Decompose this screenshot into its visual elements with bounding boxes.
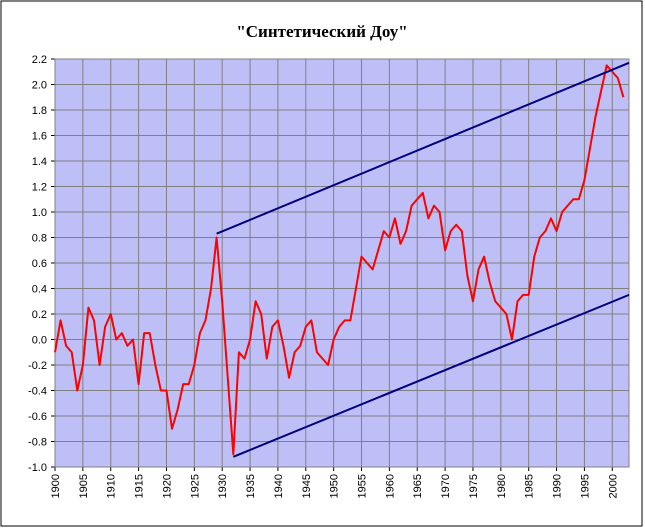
x-tick-label: 1910 — [106, 474, 118, 498]
x-tick-label: 1925 — [189, 474, 201, 498]
x-tick-label: 1940 — [273, 474, 285, 498]
y-tick-label: 1.0 — [32, 207, 47, 219]
y-tick-label: 0.6 — [32, 258, 47, 270]
y-tick-label: -1.0 — [28, 462, 47, 474]
y-tick-label: 1.6 — [32, 131, 47, 143]
chart-title: "Синтетический Доу" — [236, 22, 407, 41]
x-tick-label: 1995 — [579, 474, 591, 498]
y-tick-label: -0.2 — [28, 360, 47, 372]
x-tick-label: 1935 — [245, 474, 257, 498]
y-tick-label: 1.8 — [32, 105, 47, 117]
y-tick-label: -0.6 — [28, 411, 47, 423]
x-tick-label: 1930 — [217, 474, 229, 498]
y-tick-label: 2.0 — [32, 80, 47, 92]
y-tick-label: 0.4 — [32, 284, 47, 296]
y-tick-label: -0.8 — [28, 437, 47, 449]
x-tick-label: 1985 — [524, 474, 536, 498]
y-tick-label: 1.2 — [32, 182, 47, 194]
x-tick-label: 1965 — [412, 474, 424, 498]
x-tick-label: 1950 — [329, 474, 341, 498]
x-tick-label: 1955 — [357, 474, 369, 498]
x-tick-label: 1900 — [50, 474, 62, 498]
x-tick-label: 1990 — [552, 474, 564, 498]
y-tick-label: 0.2 — [32, 309, 47, 321]
data-line — [216, 61, 630, 235]
y-tick-label: -0.4 — [28, 386, 47, 398]
x-tick-label: 2000 — [607, 474, 619, 498]
data-line — [54, 64, 625, 456]
x-tick-label: 1905 — [78, 474, 90, 498]
data-line — [232, 293, 630, 458]
y-tick-label: 0.0 — [32, 335, 47, 347]
x-tick-label: 1920 — [161, 474, 173, 498]
y-tick-label: 0.8 — [32, 233, 47, 245]
x-tick-label: 1975 — [468, 474, 480, 498]
x-tick-label: 1945 — [301, 474, 313, 498]
x-tick-label: 1970 — [440, 474, 452, 498]
x-tick-label: 1915 — [134, 474, 146, 498]
x-tick-label: 1980 — [496, 474, 508, 498]
x-tick-label: 1960 — [384, 474, 396, 498]
y-tick-label: 1.4 — [32, 156, 47, 168]
plot-border — [54, 58, 630, 468]
y-tick-label: 2.2 — [32, 54, 47, 66]
